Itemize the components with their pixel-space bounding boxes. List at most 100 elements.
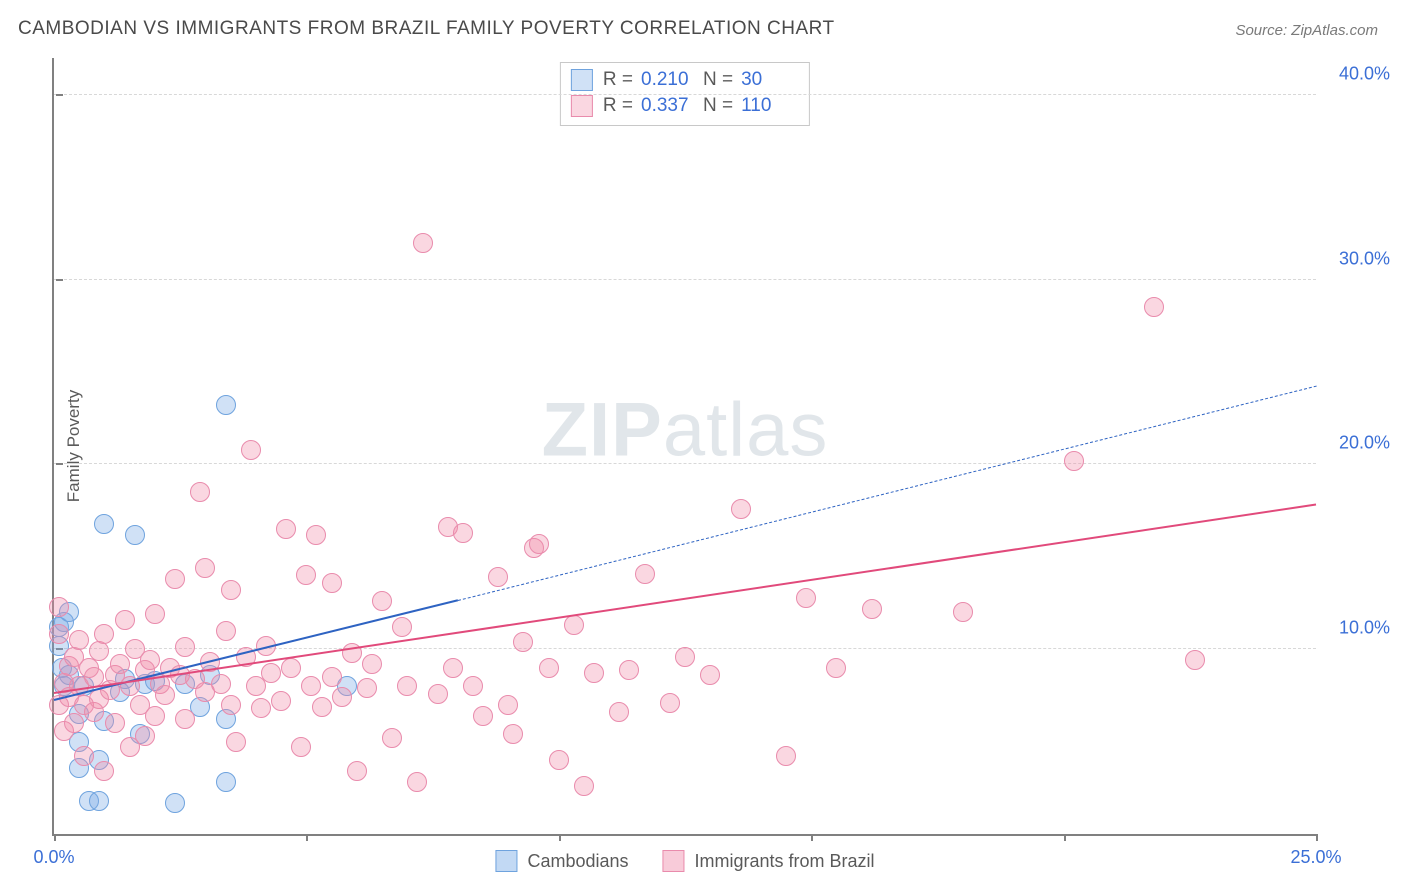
series-swatch [571,95,593,117]
scatter-point [862,599,882,619]
chart-plot-area: ZIPatlas R = 0.210N = 30R = 0.337N = 110… [52,58,1316,836]
scatter-point [251,698,271,718]
y-tick-label: 20.0% [1326,433,1390,454]
scatter-point [1144,297,1164,317]
scatter-point [776,746,796,766]
scatter-point [64,713,84,733]
scatter-point [675,647,695,667]
gridline [54,94,1316,95]
scatter-point [195,558,215,578]
scatter-point [322,573,342,593]
scatter-point [953,602,973,622]
scatter-point [584,663,604,683]
scatter-point [322,667,342,687]
scatter-point [125,525,145,545]
scatter-point [564,615,584,635]
legend-swatch [663,850,685,872]
y-tick-label: 30.0% [1326,248,1390,269]
gridline [54,279,1316,280]
scatter-point [271,691,291,711]
scatter-point [291,737,311,757]
scatter-point [529,534,549,554]
x-tick [811,834,813,841]
scatter-point [165,569,185,589]
scatter-point [145,706,165,726]
y-tick [56,94,63,96]
scatter-point [539,658,559,678]
x-tick-label: 25.0% [1290,847,1341,868]
scatter-point [94,624,114,644]
scatter-point [796,588,816,608]
scatter-point [115,610,135,630]
x-tick [559,834,561,841]
scatter-point [498,695,518,715]
scatter-point [261,663,281,683]
scatter-point [69,630,89,650]
scatter-point [94,761,114,781]
scatter-point [276,519,296,539]
series-swatch [571,69,593,91]
scatter-point [362,654,382,674]
y-tick-label: 10.0% [1326,618,1390,639]
scatter-point [660,693,680,713]
scatter-point [700,665,720,685]
scatter-point [413,233,433,253]
scatter-point [89,791,109,811]
scatter-point [549,750,569,770]
scatter-point [216,772,236,792]
scatter-point [488,567,508,587]
legend-item: Immigrants from Brazil [663,850,875,872]
scatter-point [74,746,94,766]
x-tick [1064,834,1066,841]
watermark: ZIPatlas [542,387,829,474]
scatter-point [49,597,69,617]
scatter-point [443,658,463,678]
scatter-point [135,726,155,746]
scatter-point [221,580,241,600]
scatter-point [312,697,332,717]
x-tick [1316,834,1318,841]
legend-swatch [495,850,517,872]
x-tick-label: 0.0% [33,847,74,868]
scatter-point [281,658,301,678]
scatter-point [609,702,629,722]
scatter-point [216,395,236,415]
scatter-point [635,564,655,584]
scatter-point [105,713,125,733]
legend-item: Cambodians [495,850,628,872]
scatter-point [392,617,412,637]
scatter-point [211,674,231,694]
stat-row: R = 0.210N = 30 [571,67,795,93]
scatter-point [453,523,473,543]
scatter-point [397,676,417,696]
stat-row: R = 0.337N = 110 [571,93,795,119]
legend-label: Cambodians [527,851,628,872]
scatter-point [428,684,448,704]
scatter-point [301,676,321,696]
chart-title: CAMBODIAN VS IMMIGRANTS FROM BRAZIL FAMI… [18,18,835,40]
scatter-point [382,728,402,748]
scatter-point [165,793,185,813]
x-tick [306,834,308,841]
scatter-point [513,632,533,652]
scatter-point [826,658,846,678]
scatter-point [473,706,493,726]
scatter-point [357,678,377,698]
scatter-point [407,772,427,792]
y-tick [56,279,63,281]
scatter-point [94,514,114,534]
y-tick [56,463,63,465]
legend-label: Immigrants from Brazil [695,851,875,872]
scatter-point [372,591,392,611]
scatter-point [49,624,69,644]
scatter-point [347,761,367,781]
scatter-point [463,676,483,696]
scatter-point [731,499,751,519]
x-tick [54,834,56,841]
scatter-point [1064,451,1084,471]
scatter-point [503,724,523,744]
scatter-point [221,695,241,715]
scatter-point [296,565,316,585]
source-attribution: Source: ZipAtlas.com [1235,22,1378,39]
scatter-point [241,440,261,460]
